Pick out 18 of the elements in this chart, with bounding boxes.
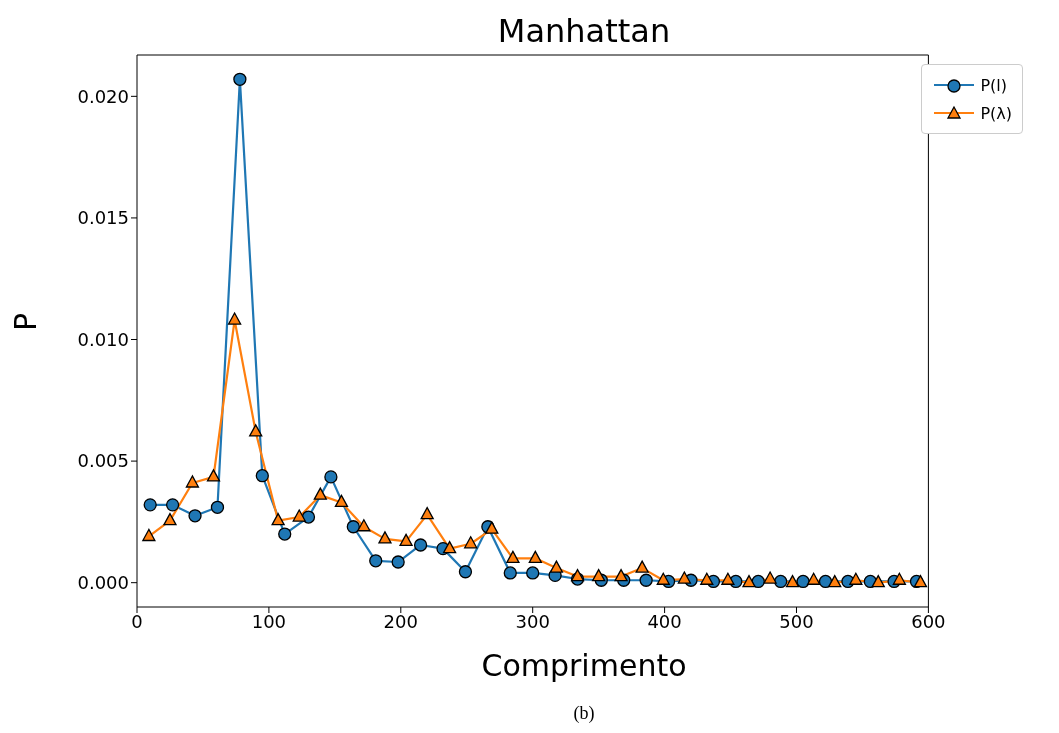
x-tick-label: 400 <box>647 610 682 632</box>
text: (b) <box>572 703 596 724</box>
x-tick-label: 500 <box>779 610 814 632</box>
x-tick-label: 0 <box>131 610 143 632</box>
y-tick-label: 0.000 <box>77 572 129 594</box>
x-tick-label: 200 <box>383 610 418 632</box>
y-tick-label: 0.015 <box>77 207 129 229</box>
x-tick-label: 300 <box>515 610 550 632</box>
legend-label: P(l) <box>980 75 1007 95</box>
y-axis-title: P <box>7 312 43 331</box>
x-tick-label: 600 <box>911 610 946 632</box>
y-tick-label: 0.005 <box>77 450 129 472</box>
chart-title: Manhattan <box>496 12 672 50</box>
y-tick-label: 0.020 <box>77 85 129 107</box>
y-tick-label: 0.010 <box>77 328 129 350</box>
x-tick-label: 100 <box>251 610 287 632</box>
legend-label: P(λ) <box>980 103 1012 123</box>
x-axis-title: Comprimento <box>480 648 688 683</box>
